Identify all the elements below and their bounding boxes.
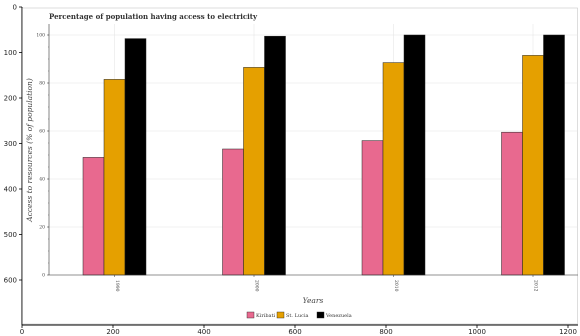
outer-y-tick-label: 0 bbox=[13, 4, 17, 12]
outer-y-tick-label: 200 bbox=[4, 95, 17, 103]
outer-y-tick-label: 400 bbox=[4, 186, 17, 194]
bar-venezuela-2010 bbox=[403, 34, 426, 276]
bar-st-lucia-1990 bbox=[103, 79, 126, 276]
outer-x-tick-label: 0 bbox=[20, 328, 24, 336]
outer-x-tick-label: 1200 bbox=[559, 328, 577, 336]
x-tick-label: 2010 bbox=[393, 280, 399, 292]
x-tick-label: 1990 bbox=[114, 280, 120, 292]
x-tick-label: 2012 bbox=[533, 280, 539, 292]
bar-venezuela-2012 bbox=[543, 34, 565, 276]
y-tick-label: 20 bbox=[39, 225, 45, 231]
x-tick-label: 2000 bbox=[254, 280, 260, 292]
bar-kiribati-2000 bbox=[222, 148, 244, 276]
bars bbox=[82, 34, 565, 276]
bar-venezuela-2000 bbox=[264, 35, 286, 276]
outer-x-tick-label: 400 bbox=[197, 328, 210, 336]
y-tick-label: 80 bbox=[39, 81, 45, 87]
outer-y-tick-label: 300 bbox=[4, 140, 17, 148]
y-tick-label: 100 bbox=[36, 33, 45, 39]
legend-swatch bbox=[316, 311, 325, 319]
bar-st-lucia-2012 bbox=[522, 55, 544, 276]
legend-label: Kiribati bbox=[256, 313, 276, 319]
bar-st-lucia-2010 bbox=[382, 62, 405, 276]
y-axis-label: Access to resources (% of population) bbox=[25, 78, 34, 223]
bar-venezuela-1990 bbox=[124, 38, 147, 276]
outer-y-ticks: 0 100 200 300 400 500 600 bbox=[4, 4, 22, 285]
bar-kiribati-1990 bbox=[82, 157, 105, 276]
legend-label: Venezuela bbox=[325, 313, 352, 319]
outer-y-tick-label: 500 bbox=[4, 231, 17, 239]
y-tick-label: 40 bbox=[39, 177, 45, 183]
outer-x-tick-label: 1000 bbox=[468, 328, 486, 336]
chart-panel: Percentage of population having access t… bbox=[22, 7, 578, 325]
y-tick-label: 60 bbox=[39, 129, 45, 135]
x-axis-label: Years bbox=[303, 296, 324, 305]
outer-x-tick-label: 600 bbox=[288, 328, 301, 336]
legend-label: St. Lucia bbox=[286, 313, 309, 319]
legend: Kiribati St. Lucia Venezuela bbox=[246, 311, 352, 319]
y-tick-label: 0 bbox=[42, 273, 45, 279]
bar-kiribati-2010 bbox=[361, 140, 384, 276]
x-tick-labels: 1990 2000 2010 2012 bbox=[114, 275, 539, 292]
legend-swatch bbox=[246, 311, 255, 319]
y-tick-labels: 0 20 40 60 80 100 bbox=[36, 33, 49, 279]
chart-title: Percentage of population having access t… bbox=[49, 12, 258, 21]
bar-st-lucia-2000 bbox=[243, 67, 265, 276]
legend-swatch bbox=[276, 311, 285, 319]
bar-kiribati-2012 bbox=[501, 131, 523, 276]
outer-y-tick-label: 600 bbox=[4, 277, 17, 285]
outer-x-ticks: 0 200 400 600 800 1000 1200 bbox=[20, 325, 577, 336]
outer-x-tick-label: 200 bbox=[106, 328, 119, 336]
outer-x-tick-label: 800 bbox=[379, 328, 392, 336]
outer-y-tick-label: 100 bbox=[4, 49, 17, 57]
